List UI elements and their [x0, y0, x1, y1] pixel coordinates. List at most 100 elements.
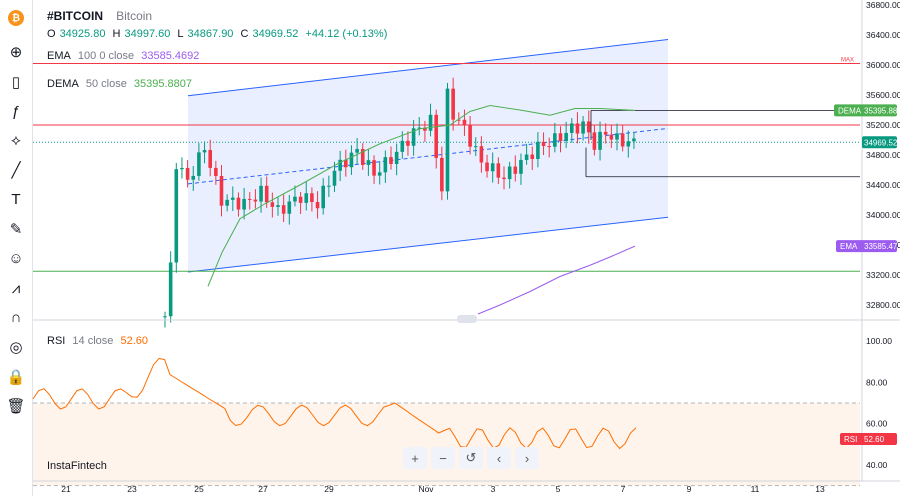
candle[interactable] — [445, 82, 450, 200]
candle[interactable] — [423, 120, 427, 142]
channel-mid-line[interactable] — [187, 127, 669, 185]
candle[interactable] — [468, 116, 472, 155]
candle[interactable] — [191, 166, 196, 191]
candle[interactable] — [372, 155, 376, 184]
dema-line[interactable] — [207, 104, 636, 287]
candle[interactable] — [570, 118, 574, 143]
candle[interactable] — [253, 189, 258, 209]
candle[interactable] — [536, 132, 540, 168]
candle[interactable] — [304, 182, 309, 211]
candle[interactable] — [473, 137, 478, 157]
candle[interactable] — [632, 132, 636, 149]
candle[interactable] — [327, 175, 331, 197]
candle[interactable] — [462, 109, 467, 136]
candle[interactable] — [530, 146, 535, 170]
candle[interactable] — [180, 157, 184, 179]
measure-icon[interactable]: ⩘ — [11, 279, 21, 297]
candle[interactable] — [479, 136, 484, 173]
candle[interactable] — [383, 150, 388, 183]
candle[interactable] — [575, 112, 580, 144]
candle[interactable] — [428, 103, 433, 137]
candle[interactable] — [310, 187, 314, 212]
candle[interactable] — [519, 153, 523, 185]
rsi-badge[interactable]: RSI 52.60 — [840, 432, 897, 445]
candle[interactable] — [287, 195, 292, 225]
trend-line-icon[interactable]: ╱ — [11, 162, 21, 179]
candle[interactable] — [259, 177, 263, 213]
candle[interactable] — [541, 132, 546, 155]
candle[interactable] — [603, 123, 608, 144]
lock-icon[interactable]: 🔒 — [6, 368, 26, 386]
price-badge[interactable]: 34969.52 — [862, 136, 898, 149]
candle[interactable] — [202, 141, 207, 164]
candle[interactable] — [214, 160, 218, 185]
candle[interactable] — [208, 139, 212, 177]
candle[interactable] — [168, 251, 173, 323]
candle[interactable] — [197, 143, 201, 181]
dema-badge[interactable]: DEMA 35395.88 — [834, 104, 898, 117]
candle[interactable] — [451, 77, 455, 131]
candle[interactable] — [406, 131, 410, 156]
brush-icon[interactable]: ✎ — [9, 221, 23, 238]
candle[interactable] — [225, 194, 229, 212]
scroll-right-button[interactable]: › — [515, 447, 539, 469]
ema-line[interactable] — [477, 245, 636, 315]
channel-lower-line[interactable] — [187, 216, 669, 273]
candle[interactable] — [411, 119, 416, 156]
magnet-icon[interactable]: ∩ — [10, 309, 22, 326]
candle[interactable] — [247, 192, 252, 210]
candle[interactable] — [490, 152, 495, 183]
candle[interactable] — [281, 194, 286, 223]
zoom-out-button[interactable]: − — [431, 447, 455, 469]
candle[interactable] — [315, 191, 320, 219]
candle[interactable] — [496, 157, 501, 184]
candle[interactable] — [389, 146, 393, 170]
candle[interactable] — [620, 125, 625, 152]
crosshair-icon[interactable]: ⊕ — [9, 44, 23, 61]
candle[interactable] — [344, 149, 348, 177]
candle[interactable] — [417, 117, 422, 136]
candle[interactable] — [626, 130, 631, 158]
candle[interactable] — [360, 143, 365, 170]
candle[interactable] — [174, 162, 179, 273]
candle[interactable] — [321, 178, 325, 215]
candle[interactable] — [242, 187, 246, 220]
dema-legend[interactable]: DEMA 50 close 35395.8807 — [47, 78, 196, 90]
candle[interactable] — [558, 126, 563, 153]
function-icon[interactable]: ƒ — [11, 102, 21, 120]
candle[interactable] — [507, 161, 512, 189]
candles-icon[interactable]: ▯ — [11, 73, 21, 91]
rsi-line[interactable] — [32, 357, 637, 450]
candle[interactable] — [586, 110, 591, 144]
ema-badge[interactable]: EMA 33585.47 — [836, 240, 898, 253]
candle[interactable] — [219, 165, 224, 217]
text-icon[interactable]: T — [11, 191, 21, 208]
scroll-left-button[interactable]: ‹ — [487, 447, 511, 469]
candle[interactable] — [270, 192, 275, 218]
candle[interactable] — [615, 123, 619, 151]
candle[interactable] — [598, 121, 602, 161]
candle[interactable] — [485, 154, 489, 178]
candle[interactable] — [502, 166, 506, 190]
candle[interactable] — [564, 121, 568, 148]
candle[interactable] — [581, 116, 585, 141]
trash-icon[interactable]: 🗑 — [6, 398, 26, 415]
pattern-icon[interactable]: ⟡ — [11, 132, 21, 149]
rsi-legend[interactable]: RSI 14 close 52.60 — [47, 335, 152, 347]
candle[interactable] — [592, 125, 597, 156]
candle[interactable] — [434, 109, 438, 169]
candle[interactable] — [349, 145, 354, 175]
candle[interactable] — [377, 161, 382, 185]
channel-upper-line[interactable] — [187, 39, 669, 97]
candle[interactable] — [298, 191, 303, 214]
emoji-icon[interactable]: ☺ — [8, 250, 24, 267]
rsi-pane[interactable] — [32, 357, 860, 487]
candle[interactable] — [440, 146, 444, 201]
pane-resize-handle[interactable] — [457, 315, 477, 323]
candle[interactable] — [366, 148, 371, 176]
candle[interactable] — [236, 192, 241, 217]
candle[interactable] — [394, 143, 399, 176]
eye-off-icon[interactable]: ◎ — [9, 339, 23, 356]
candle[interactable] — [609, 125, 614, 148]
candle[interactable] — [513, 155, 518, 182]
